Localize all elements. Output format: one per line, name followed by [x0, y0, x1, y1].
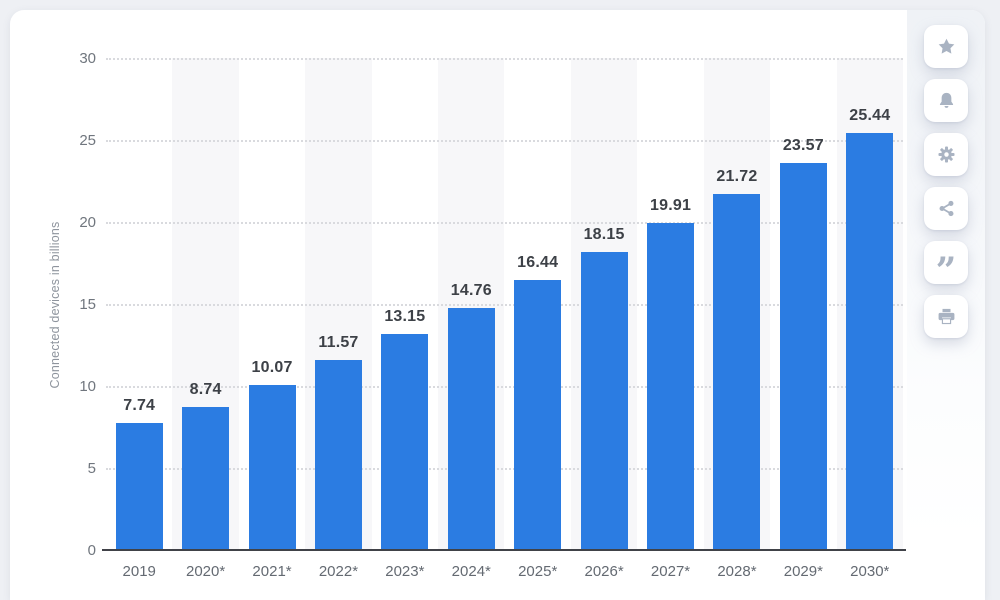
bar-value-label: 21.72: [716, 167, 758, 185]
bar-value-label: 16.44: [517, 254, 559, 272]
gridline: [106, 386, 903, 388]
x-tick-label: 2026*: [584, 563, 624, 580]
bar[interactable]: [314, 360, 362, 550]
y-tick-label: 25: [79, 132, 96, 149]
bar[interactable]: [713, 193, 761, 550]
settings-button[interactable]: [924, 133, 968, 176]
favorite-button[interactable]: [924, 25, 968, 68]
notifications-button[interactable]: [924, 79, 968, 122]
bar[interactable]: [779, 163, 827, 550]
action-toolbar: ”: [907, 10, 985, 600]
bar-chart: Connected devices in billions 7.74 8.74 10…: [10, 10, 907, 600]
bar[interactable]: [248, 384, 296, 550]
bar-value-label: 10.07: [251, 358, 293, 376]
bar[interactable]: [647, 223, 695, 550]
x-tick-label: 2021*: [252, 563, 292, 580]
chart-card: Connected devices in billions 7.74 8.74 10…: [10, 10, 985, 600]
y-tick-label: 10: [79, 378, 96, 395]
x-tick-label: 2024*: [451, 563, 491, 580]
cite-button[interactable]: ”: [924, 241, 968, 292]
print-icon: [937, 307, 956, 326]
share-icon: [937, 199, 956, 218]
bar-value-label: 23.57: [782, 137, 824, 155]
x-tick-label: 2023*: [385, 563, 425, 580]
bar-value-label: 13.15: [384, 308, 426, 326]
bell-icon: [937, 91, 956, 110]
bar-value-label: 19.91: [650, 197, 692, 215]
gridline: [106, 468, 903, 470]
x-axis-line: [102, 549, 906, 551]
bar-value-label: 8.74: [189, 380, 222, 398]
bar[interactable]: [447, 307, 495, 550]
star-icon: [937, 37, 956, 56]
bar-value-label: 7.74: [123, 397, 156, 415]
bar-value-label: 11.57: [318, 334, 359, 352]
plot-area: 7.74 8.74 10.07 11.57 13.15 14.76 16.44 18.15 19…: [106, 58, 903, 550]
gear-icon: [937, 145, 956, 164]
bar[interactable]: [381, 334, 429, 550]
x-tick-label: 2020*: [186, 563, 226, 580]
bar-value-label: 18.15: [583, 226, 625, 244]
x-tick-label: 2025*: [518, 563, 558, 580]
y-tick-label: 0: [87, 542, 96, 559]
gridline: [106, 58, 903, 60]
y-tick-label: 15: [79, 296, 96, 313]
quote-icon: ”: [935, 249, 957, 292]
share-button[interactable]: [924, 187, 968, 230]
gridline: [106, 222, 903, 224]
gridline: [106, 304, 903, 306]
bar-value-label: 25.44: [849, 106, 891, 124]
x-tick-label: 2030*: [850, 563, 890, 580]
x-tick-label: 2028*: [717, 563, 757, 580]
y-tick-label: 20: [79, 214, 96, 231]
x-tick-label: 2029*: [783, 563, 823, 580]
x-tick-label: 2022*: [318, 563, 359, 580]
bar[interactable]: [514, 280, 562, 550]
x-tick-label: 2019: [122, 563, 156, 580]
y-tick-label: 30: [79, 50, 96, 67]
x-tick-label: 2027*: [650, 563, 691, 580]
gridline: [106, 140, 903, 142]
bar[interactable]: [115, 423, 163, 550]
bar[interactable]: [846, 132, 894, 550]
bar-value-label: 14.76: [450, 281, 492, 299]
bar[interactable]: [580, 252, 628, 550]
bar[interactable]: [182, 406, 230, 550]
print-button[interactable]: [924, 295, 968, 338]
y-tick-label: 5: [87, 460, 96, 477]
